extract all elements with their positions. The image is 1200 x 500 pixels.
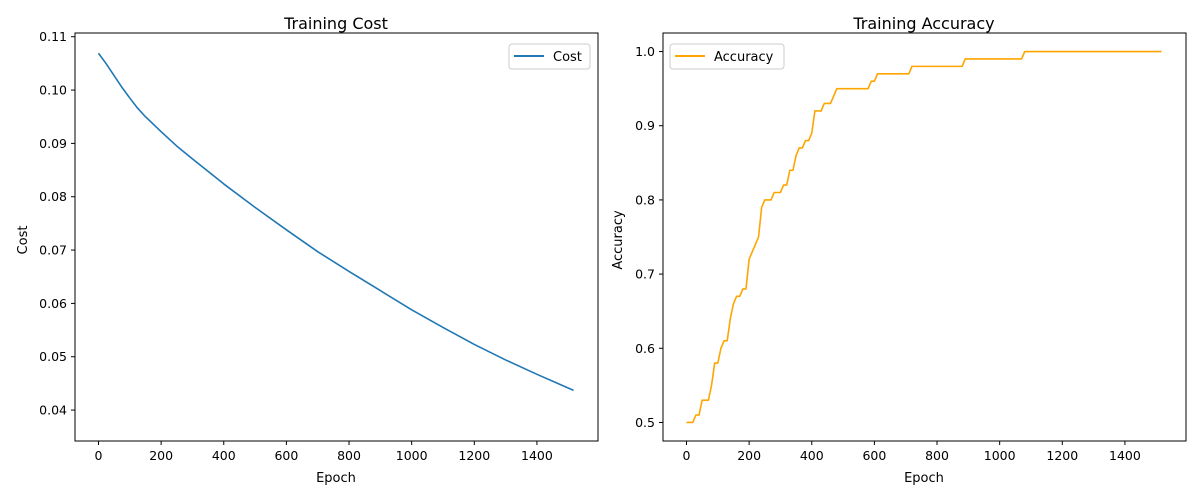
accuracy-y-tick-label: 0.8: [635, 192, 655, 207]
accuracy-plot-area: 0 200 400 600 800 1000 1200 1400 0.5 0.6 0.7 0.8 0.9…: [635, 44, 1162, 463]
cost-y-tick-label: 0.11: [39, 29, 67, 44]
cost-x-tick-label: 400: [212, 448, 236, 463]
accuracy-y-tick-label: 0.9: [635, 118, 655, 133]
cost-chart-panel: Training Cost 0 200 400 600 800 1000 1200 14000…: [16, 14, 599, 486]
accuracy-axes-frame: [662, 32, 1187, 442]
accuracy-x-axis-label: Epoch: [904, 471, 944, 486]
accuracy-legend-label: Accuracy: [714, 50, 774, 65]
accuracy-y-tick-label: 0.6: [635, 341, 655, 356]
accuracy-y-axis-label: Accuracy: [611, 210, 626, 270]
accuracy-x-tick-label: 1000: [984, 448, 1016, 463]
accuracy-x-tick-label: 0: [683, 448, 691, 463]
cost-y-tick-label: 0.07: [39, 243, 67, 258]
accuracy-legend: Accuracy: [669, 43, 785, 70]
accuracy-x-tick-label: 800: [925, 448, 949, 463]
cost-y-tick-label: 0.06: [39, 296, 67, 311]
accuracy-series-line: [686, 50, 1162, 424]
accuracy-x-tick-label: 200: [737, 448, 761, 463]
cost-legend: Cost: [508, 43, 591, 70]
cost-y-tick-label: 0.08: [39, 189, 67, 204]
cost-x-tick-label: 0: [95, 448, 103, 463]
accuracy-chart-panel: Training Accuracy 0 200 400 600 800 1000 1200 1…: [611, 14, 1187, 486]
cost-chart-title: Training Cost: [283, 14, 388, 33]
cost-x-tick-label: 800: [337, 448, 361, 463]
cost-x-axis-label: Epoch: [316, 471, 356, 486]
accuracy-y-tick-label: 0.7: [635, 267, 655, 282]
cost-y-axis-label: Cost: [16, 226, 31, 255]
accuracy-y-tick-label: 1.0: [635, 44, 655, 59]
cost-x-tick-label: 1000: [396, 448, 428, 463]
cost-series-line: [97, 52, 574, 392]
cost-legend-label: Cost: [553, 50, 582, 65]
accuracy-y-tick-label: 0.5: [635, 415, 655, 430]
cost-legend-box: [508, 43, 591, 70]
cost-x-tick-label: 1200: [458, 448, 490, 463]
accuracy-chart-title: Training Accuracy: [852, 14, 994, 33]
cost-x-tick-label: 600: [274, 448, 298, 463]
accuracy-legend-box: [669, 43, 785, 70]
cost-x-tick-label: 1400: [521, 448, 553, 463]
cost-y-tick-label: 0.05: [39, 349, 67, 364]
cost-x-tick-label: 200: [149, 448, 173, 463]
accuracy-x-tick-label: 1400: [1109, 448, 1141, 463]
cost-y-tick-label: 0.09: [39, 136, 67, 151]
cost-plot-area: 0 200 400 600 800 1000 1200 1400 0.04 0.05 0.06 0.0…: [39, 29, 574, 463]
accuracy-x-tick-label: 600: [862, 448, 886, 463]
accuracy-x-tick-label: 400: [800, 448, 824, 463]
accuracy-x-tick-label: 1200: [1046, 448, 1078, 463]
cost-axes-frame: [74, 32, 599, 442]
cost-y-tick-label: 0.04: [39, 403, 67, 418]
cost-y-tick-label: 0.10: [39, 83, 67, 98]
